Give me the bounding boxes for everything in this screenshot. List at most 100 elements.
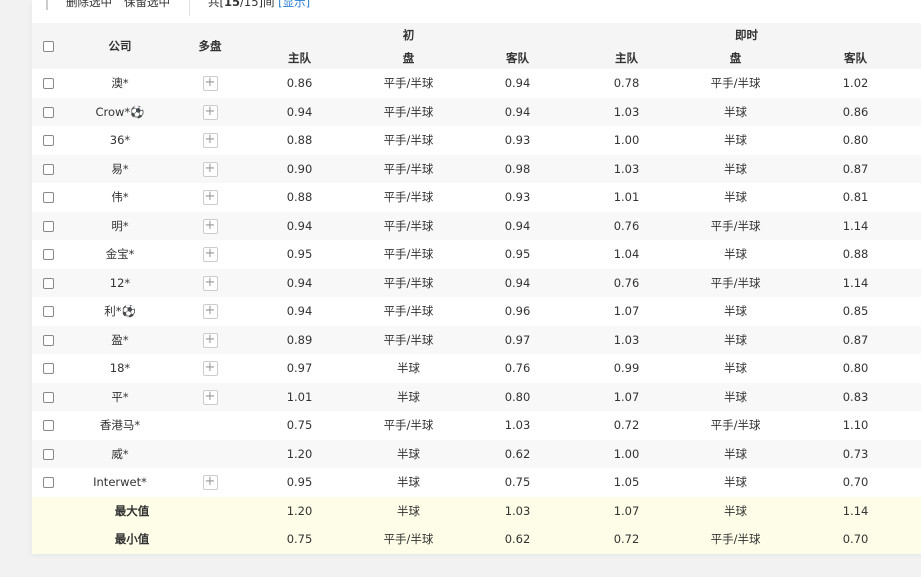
company-name: 盈* [111, 332, 129, 347]
delete-selected-button[interactable]: 删除选中 [66, 0, 112, 9]
company-name: 澳* [111, 76, 129, 91]
odds-l-home: 0.72 [613, 418, 640, 433]
table-row: 威* 1.20 半球 0.62 1.00 半球 0.73 [32, 439, 921, 468]
row-checkbox[interactable] [43, 448, 54, 460]
table-row: 伟* +0.88 平手/半球 0.93 1.01 半球 0.81 [32, 183, 921, 212]
row-checkbox[interactable] [43, 135, 54, 147]
odds-i-away: 0.94 [504, 218, 531, 233]
row-checkbox[interactable] [43, 163, 54, 175]
odds-i-line: 平手/半球 [383, 418, 434, 433]
odds-i-away: 0.93 [504, 133, 531, 148]
odds-l-line: 半球 [724, 475, 748, 490]
header-company: 公司 [65, 23, 175, 69]
odds-l-line: 平手/半球 [710, 275, 761, 290]
summary-l-away: 0.70 [790, 525, 921, 554]
row-checkbox[interactable] [43, 78, 54, 90]
table-row: 澳* +0.86 平手/半球 0.94 0.78 平手/半球 1.02 [32, 69, 921, 98]
summary-i-home: 0.75 [245, 525, 354, 554]
row-checkbox[interactable] [43, 220, 54, 232]
header-live-home: 主队 [572, 46, 682, 69]
odds-i-line: 平手/半球 [383, 133, 434, 148]
odds-l-home: 1.03 [613, 332, 640, 347]
odds-l-line: 半球 [724, 304, 748, 319]
header-live-line: 盘 [681, 46, 791, 69]
odds-i-home: 0.95 [286, 475, 313, 490]
company-name: 伟* [111, 190, 129, 205]
odds-l-away: 0.81 [842, 190, 869, 205]
odds-i-away: 0.98 [504, 161, 531, 176]
row-checkbox[interactable] [43, 249, 54, 261]
summary-l-line: 半球 [681, 496, 791, 525]
table-row: 12* +0.94 平手/半球 0.94 0.76 平手/半球 1.14 [32, 268, 921, 297]
header-initial-home: 主队 [245, 46, 354, 69]
summary-i-home: 1.20 [245, 496, 354, 525]
odds-l-away: 0.73 [842, 446, 869, 461]
show-link[interactable]: [显示] [278, 0, 311, 9]
expand-plus-icon[interactable]: + [202, 475, 218, 491]
summary-l-line: 平手/半球 [681, 525, 791, 554]
odds-l-home: 1.05 [613, 475, 640, 490]
header-live: 即时 [572, 23, 921, 46]
expand-plus-icon[interactable]: + [202, 247, 218, 263]
row-checkbox[interactable] [43, 420, 54, 432]
odds-l-away: 0.87 [842, 161, 869, 176]
summary-i-line: 半球 [354, 496, 463, 525]
odds-l-line: 平手/半球 [710, 418, 761, 433]
odds-i-line: 半球 [397, 389, 420, 404]
expand-plus-icon[interactable]: + [202, 218, 218, 234]
row-checkbox[interactable] [43, 306, 54, 318]
odds-i-home: 0.95 [286, 247, 313, 262]
odds-i-line: 平手/半球 [383, 304, 434, 319]
expand-plus-icon[interactable]: + [202, 389, 218, 405]
divider [189, 0, 190, 16]
row-checkbox[interactable] [43, 192, 54, 204]
select-all-checkbox[interactable] [43, 41, 54, 52]
odds-l-line: 半球 [724, 161, 748, 176]
row-checkbox[interactable] [43, 363, 54, 375]
odds-i-home: 0.94 [286, 304, 313, 319]
odds-l-line: 半球 [724, 247, 748, 262]
odds-l-home: 1.03 [613, 161, 640, 176]
odds-l-home: 1.04 [613, 247, 640, 262]
odds-l-away: 0.70 [842, 475, 869, 490]
expand-plus-icon[interactable]: + [202, 190, 218, 206]
expand-plus-icon[interactable]: + [202, 275, 218, 291]
row-checkbox[interactable] [43, 477, 54, 489]
odds-i-home: 0.89 [286, 332, 313, 347]
count-text: 共[15/15]间 [显示] [208, 0, 310, 10]
odds-l-line: 半球 [724, 361, 748, 376]
row-checkbox[interactable] [43, 391, 54, 403]
row-checkbox[interactable] [43, 334, 54, 346]
odds-panel: 删除选中 保留选中 共[15/15]间 [显示] 公司 多盘 初 即时 主队 盘… [32, 0, 921, 554]
table-row: Interwet* +0.95 半球 0.75 1.05 半球 0.70 [32, 468, 921, 497]
odds-table: 公司 多盘 初 即时 主队 盘 客队 主队 盘 客队 澳* +0.86 平手/半球 0… [32, 23, 921, 554]
odds-i-away: 0.94 [504, 275, 531, 290]
row-checkbox[interactable] [43, 106, 54, 118]
table-row: 金宝* +0.95 平手/半球 0.95 1.04 半球 0.88 [32, 240, 921, 269]
summary-i-away: 1.03 [463, 496, 573, 525]
company-name: 香港马* [99, 418, 141, 433]
odds-l-line: 半球 [724, 446, 748, 461]
expand-plus-icon[interactable]: + [202, 76, 218, 92]
summary-l-away: 1.14 [790, 496, 921, 525]
keep-selected-button[interactable]: 保留选中 [124, 0, 170, 9]
expand-plus-icon[interactable]: + [202, 133, 218, 149]
odds-l-home: 0.76 [613, 218, 640, 233]
odds-l-away: 0.85 [842, 304, 869, 319]
expand-plus-icon[interactable]: + [202, 304, 218, 320]
odds-i-away: 0.96 [504, 304, 531, 319]
odds-i-away: 0.93 [504, 190, 531, 205]
expand-plus-icon[interactable]: + [202, 161, 218, 177]
row-checkbox[interactable] [43, 277, 54, 289]
odds-i-home: 0.94 [286, 275, 313, 290]
expand-plus-icon[interactable]: + [202, 361, 218, 377]
odds-l-away: 1.02 [842, 76, 869, 91]
odds-l-line: 半球 [724, 133, 748, 148]
table-row: 利*⚽ +0.94 平手/半球 0.96 1.07 半球 0.85 [32, 297, 921, 326]
expand-plus-icon[interactable]: + [202, 332, 218, 348]
odds-i-home: 1.01 [286, 389, 313, 404]
company-name: Interwet* [93, 475, 147, 490]
odds-i-home: 1.20 [286, 446, 313, 461]
odds-i-home: 0.90 [286, 161, 313, 176]
expand-plus-icon[interactable]: + [202, 104, 218, 120]
